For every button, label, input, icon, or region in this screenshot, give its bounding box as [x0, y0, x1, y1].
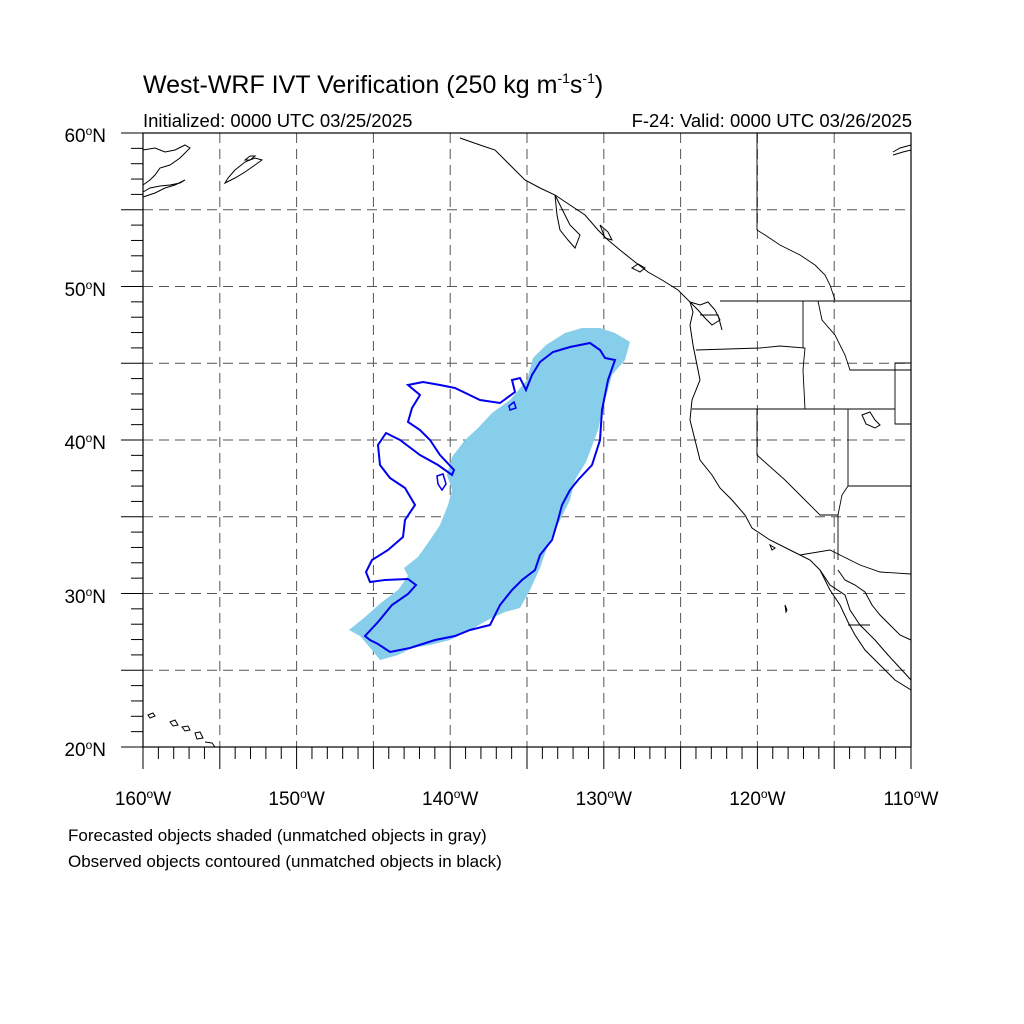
longitude-label: 150oW — [268, 787, 325, 810]
longitude-label: 120oW — [729, 787, 786, 810]
latitude-label: 30oN — [64, 584, 106, 608]
observed-object-contour-small — [508, 400, 517, 411]
coastlines — [142, 137, 912, 748]
longitude-label: 130oW — [575, 787, 632, 810]
political-boundaries — [692, 133, 912, 626]
latitude-label: 40oN — [64, 431, 106, 454]
caption-observed: Observed objects contoured (unmatched ob… — [68, 852, 502, 871]
observed-object-contour — [363, 341, 617, 654]
latitude-label: 60oN — [64, 124, 106, 147]
longitude-label: 160oW — [114, 787, 172, 810]
forecast-object-shaded — [349, 328, 630, 660]
longitude-label: 110oW — [883, 787, 939, 810]
latitude-label: 50oN — [64, 277, 106, 301]
longitude-label: 140oW — [422, 787, 479, 810]
observed-object-contour-small-2 — [436, 473, 447, 492]
valid-time: F-24: Valid: 0000 UTC 03/26/2025 — [631, 110, 912, 131]
latitude-label: 20oN — [64, 738, 106, 761]
caption-forecast: Forecasted objects shaded (unmatched obj… — [68, 826, 487, 845]
map-title: West-WRF IVT Verification (250 kg m-1s-1… — [143, 70, 604, 99]
axis-ticks — [121, 132, 912, 769]
initialized-time: Initialized: 0000 UTC 03/25/2025 — [143, 110, 413, 131]
